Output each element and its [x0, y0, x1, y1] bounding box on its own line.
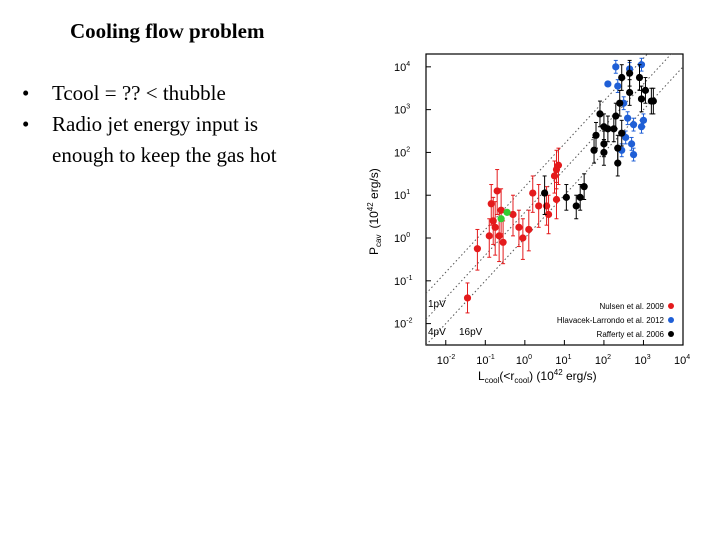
data-point-s0-p16 — [542, 202, 551, 210]
data-point-s0-p15 — [535, 202, 543, 210]
legend-marker-2 — [668, 331, 674, 337]
reference-line-1 — [426, 66, 683, 345]
data-point-s2-p20 — [637, 95, 646, 103]
data-point-s0-p5 — [491, 223, 499, 231]
data-point-s0-p20 — [552, 165, 561, 174]
y-tick-label-1: 10-1 — [394, 275, 413, 288]
data-point-s0-p10 — [509, 210, 517, 219]
data-point-s2-p16 — [635, 73, 644, 82]
data-point-s2-p3 — [580, 183, 588, 191]
y-label-units-exp: 42 — [366, 202, 375, 211]
y-tick-label-0: 10-2 — [394, 318, 413, 331]
data-point-s1-p0 — [604, 80, 612, 88]
data-point-s0-p18 — [550, 172, 559, 180]
y-tick-label-6: 104 — [394, 61, 410, 74]
slide-title: Cooling flow problem — [70, 19, 265, 43]
data-point-s0-p14 — [529, 189, 537, 197]
bullet-text-radio-jet: Radio jet energy input is enough to keep… — [52, 112, 277, 167]
data-point-s0-p21 — [552, 195, 561, 204]
y-tick-label-4: 102 — [394, 146, 410, 159]
data-point-s2-p12 — [612, 112, 620, 120]
legend-marker-1 — [668, 317, 674, 323]
x-label-sub: cool — [485, 376, 500, 385]
bullet-dot: • — [22, 112, 30, 136]
x-tick-label-5: 103 — [634, 354, 650, 367]
data-point-s3-p1 — [497, 215, 505, 223]
x-label-main: L — [478, 369, 485, 383]
x-label-units-a: ) (10 — [529, 369, 554, 383]
data-point-s0-p4 — [489, 217, 497, 225]
reference-line-label-3: 16pV — [459, 327, 483, 338]
legend-marker-0 — [668, 303, 674, 309]
x-tick-label-4: 102 — [595, 354, 611, 367]
data-point-s2-p23 — [618, 129, 626, 137]
data-point-s2-p21 — [626, 88, 634, 97]
data-point-s2-p1 — [562, 193, 570, 201]
data-point-s0-p1 — [473, 245, 481, 253]
data-point-s0-p17 — [544, 210, 553, 219]
legend-label-0: Nulsen et al. 2009 — [600, 302, 665, 311]
data-point-s1-p12 — [629, 150, 638, 159]
data-point-s2-p6 — [592, 131, 600, 139]
bullet-item-radio-jet: • Radio jet energy input is enough to ke… — [22, 109, 322, 171]
data-point-s2-p15 — [626, 69, 634, 77]
data-point-s0-p2 — [485, 232, 493, 240]
data-point-s2-p7 — [596, 110, 604, 118]
x-label-paren-sub: cool — [514, 376, 529, 385]
x-tick-label-2: 100 — [516, 354, 532, 367]
y-label-units-a: (10 — [367, 211, 381, 229]
data-point-s2-p13 — [616, 99, 624, 107]
legend-label-1: Hlavacek-Larrondo et al. 2012 — [557, 316, 665, 325]
data-point-s0-p11 — [515, 223, 523, 231]
bullet-item-cooling-time: • Tcool = ?? < thubble — [22, 78, 322, 109]
data-point-s0-p8 — [499, 238, 507, 246]
data-point-s2-p0 — [541, 189, 549, 197]
data-point-s0-p9 — [495, 232, 503, 240]
y-label-main: P — [367, 247, 381, 255]
x-label-paren: (<r — [499, 369, 514, 383]
data-point-s0-p0 — [463, 294, 472, 302]
bullet-text-cooling-time: Tcool = ?? < thubble — [52, 81, 226, 105]
legend-label-2: Rafferty et al. 2006 — [597, 330, 665, 339]
data-point-s1-p9 — [639, 116, 648, 124]
cavity-power-chart: 10-2 10-1 100 101 102 103 104 10-2 10-1 100 101 102… — [366, 53, 690, 385]
data-point-s1-p6 — [624, 114, 632, 122]
data-point-s0-p6 — [493, 187, 501, 195]
x-tick-label-1: 10-1 — [476, 354, 495, 367]
x-axis-label: Lcool(<rcool) (1042 erg/s) — [478, 368, 597, 385]
data-point-s1-p7 — [629, 121, 638, 129]
data-point-s2-p9 — [604, 125, 612, 133]
y-axis-label: Pcav (1042 erg/s) — [366, 168, 383, 255]
data-point-s2-p19 — [649, 97, 657, 105]
data-point-s3-p0 — [503, 208, 511, 216]
data-point-s2-p24 — [614, 159, 622, 167]
data-point-s2-p2 — [572, 202, 580, 210]
data-point-s0-p13 — [525, 225, 533, 234]
y-tick-label-2: 100 — [394, 232, 410, 245]
data-point-s1-p1 — [612, 63, 620, 71]
data-point-s2-p14 — [618, 73, 626, 82]
bullet-list: • Tcool = ?? < thubble • Radio jet energ… — [22, 78, 322, 171]
x-label-units-b: erg/s) — [563, 369, 597, 383]
data-point-s2-p25 — [600, 148, 608, 157]
x-tick-label-3: 101 — [555, 354, 571, 367]
data-point-s2-p4 — [576, 193, 584, 201]
y-label-units-b: erg/s) — [367, 168, 381, 202]
x-tick-label-0: 10-2 — [437, 354, 456, 367]
y-tick-label-5: 103 — [394, 104, 410, 117]
x-tick-label-6: 104 — [674, 354, 690, 367]
data-point-s2-p17 — [641, 86, 650, 94]
y-tick-label-3: 101 — [394, 189, 410, 202]
reference-line-3 — [426, 54, 649, 294]
reference-line-label-1: 1pV — [428, 299, 446, 310]
bullet-dot: • — [22, 81, 30, 105]
x-label-units-exp: 42 — [554, 368, 563, 377]
data-point-s0-p12 — [519, 234, 527, 242]
y-label-sub: cav — [374, 235, 383, 247]
reference-line-label-2: 4pV — [428, 327, 446, 338]
data-point-s1-p11 — [628, 140, 636, 148]
data-point-s1-p2 — [614, 82, 622, 90]
